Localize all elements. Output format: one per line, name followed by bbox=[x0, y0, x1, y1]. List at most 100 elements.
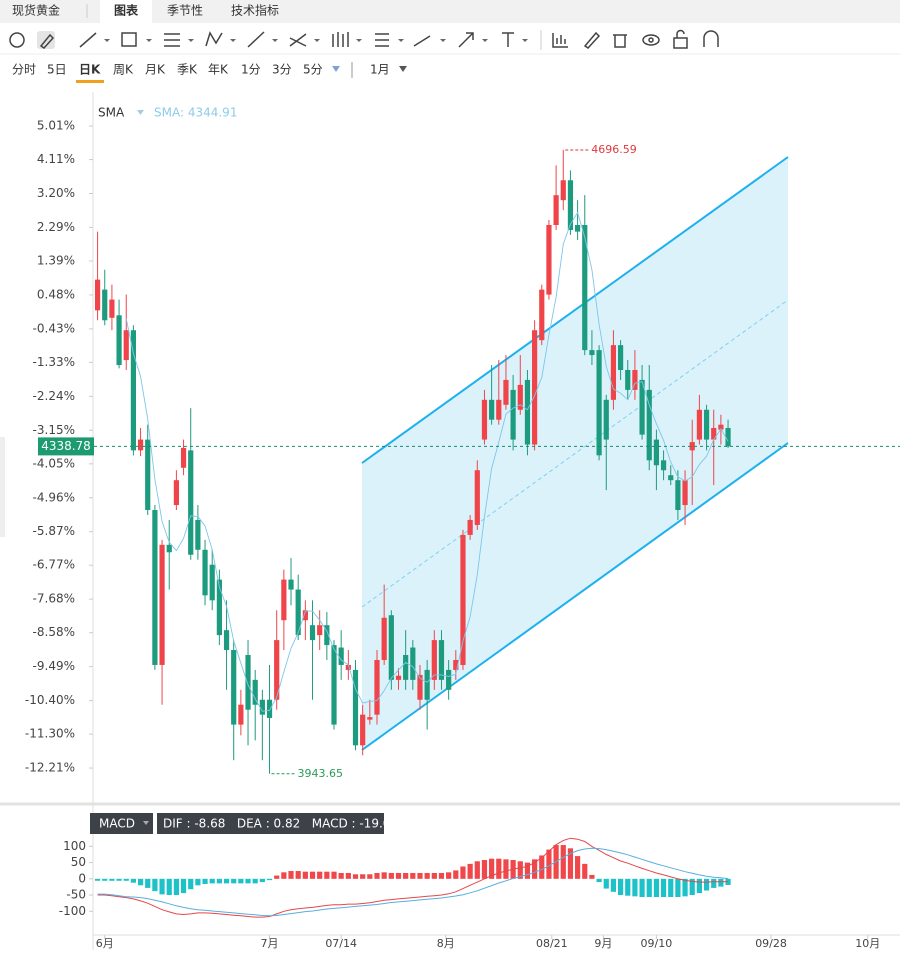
candle-body bbox=[510, 389, 516, 440]
macd-bar bbox=[675, 878, 681, 897]
candle-body bbox=[231, 650, 237, 725]
candle-body bbox=[345, 664, 351, 670]
candle-body bbox=[446, 669, 452, 690]
period-button[interactable]: 3分 bbox=[272, 63, 292, 77]
macd-legend-box bbox=[157, 813, 384, 834]
macd-bar bbox=[345, 872, 351, 879]
period-dropdown[interactable] bbox=[332, 66, 340, 72]
macd-bar bbox=[302, 871, 308, 879]
candle-body bbox=[481, 399, 488, 440]
indicator-dropdown[interactable] bbox=[137, 110, 144, 115]
period-button[interactable]: 5分 bbox=[303, 63, 323, 77]
macd-bar bbox=[381, 872, 387, 879]
macd-bar bbox=[338, 872, 344, 879]
candle-body bbox=[145, 439, 151, 511]
x-tick-label: 08/21 bbox=[536, 937, 568, 950]
macd-bar bbox=[159, 878, 165, 895]
macd-bar bbox=[245, 878, 251, 884]
period-button[interactable]: 分时 bbox=[12, 63, 36, 77]
tab: 现货黄金 bbox=[12, 3, 60, 18]
macd-bar bbox=[374, 872, 380, 879]
period-button[interactable]: 季K bbox=[177, 63, 198, 77]
macd-bar bbox=[188, 878, 194, 890]
candle-body bbox=[625, 369, 631, 390]
candle-body bbox=[453, 659, 459, 670]
candle-body bbox=[596, 350, 602, 456]
macd-bar bbox=[660, 878, 667, 897]
last-price-box bbox=[38, 437, 94, 456]
candle-body bbox=[209, 564, 215, 601]
range-button[interactable]: 1月 bbox=[370, 63, 390, 77]
candle-body bbox=[238, 704, 244, 725]
period-button[interactable]: 月K bbox=[145, 63, 166, 77]
candle-body bbox=[646, 389, 652, 461]
channel-drawing bbox=[361, 156, 789, 751]
candle-body bbox=[309, 625, 316, 641]
candle-body bbox=[718, 424, 724, 430]
x-tick-label: 6月 bbox=[96, 937, 114, 950]
candle-body bbox=[617, 345, 624, 370]
side-handle[interactable] bbox=[0, 437, 5, 537]
macd-bar bbox=[259, 878, 265, 883]
macd-bar bbox=[575, 856, 581, 879]
macd-bar bbox=[145, 878, 151, 888]
drawing-toolbar[interactable] bbox=[9, 29, 719, 50]
period-button[interactable]: 日K bbox=[79, 63, 101, 77]
y-tick-label: 4.11% bbox=[37, 152, 75, 166]
y-tick-label: 1.39% bbox=[37, 253, 75, 267]
y-tick-label: -11.30% bbox=[25, 727, 75, 741]
macd-bar bbox=[137, 878, 144, 886]
candle-body bbox=[410, 647, 416, 680]
indicator-name: SMA bbox=[98, 106, 125, 120]
candle-body bbox=[582, 224, 588, 351]
candle-body bbox=[675, 480, 681, 511]
high-label: 4696.59 bbox=[591, 143, 637, 156]
y-tick-label: -50 bbox=[66, 888, 86, 902]
sma-line bbox=[125, 211, 729, 712]
candle-body bbox=[553, 195, 559, 225]
macd-bar bbox=[410, 872, 416, 879]
period-button[interactable]: 周K bbox=[113, 63, 134, 77]
candle-body bbox=[102, 289, 108, 321]
macd-bar bbox=[331, 871, 337, 879]
macd-bar bbox=[352, 874, 359, 879]
tab[interactable]: 图表 bbox=[114, 3, 139, 18]
macd-bar bbox=[617, 878, 624, 896]
tab[interactable]: 技术指标 bbox=[231, 3, 279, 18]
period-button[interactable]: 1分 bbox=[241, 63, 261, 77]
candle-body bbox=[152, 510, 158, 665]
period-button[interactable]: 5日 bbox=[47, 63, 67, 77]
macd-bar bbox=[689, 878, 695, 896]
y-tick-label: -4.96% bbox=[33, 490, 75, 504]
period-button[interactable]: 年K bbox=[208, 63, 229, 77]
y-tick-label: 3.20% bbox=[37, 186, 75, 200]
candle-body bbox=[288, 579, 294, 590]
macd-bar bbox=[696, 878, 702, 894]
macd-bar bbox=[703, 878, 710, 891]
y-tick-label: 50 bbox=[71, 855, 86, 869]
macd-label-box[interactable] bbox=[90, 813, 153, 834]
x-tick-label: 09/10 bbox=[641, 937, 673, 950]
candle-body bbox=[546, 224, 552, 295]
candle-body bbox=[173, 480, 179, 506]
range-dropdown[interactable] bbox=[399, 66, 407, 72]
macd-dropdown[interactable] bbox=[143, 821, 149, 825]
macd-bar bbox=[166, 878, 172, 896]
candle-body bbox=[216, 579, 222, 636]
candle-body bbox=[195, 519, 201, 550]
candle-body bbox=[496, 399, 502, 420]
candle-body bbox=[539, 289, 545, 341]
macd-bar bbox=[567, 848, 574, 879]
candle-body bbox=[474, 470, 480, 525]
y-tick-label: -12.21% bbox=[25, 761, 75, 775]
x-tick-label: 9月 bbox=[594, 937, 612, 950]
candle-body bbox=[109, 299, 115, 318]
candle-body bbox=[159, 544, 165, 665]
dropdown-arrows bbox=[104, 39, 528, 42]
macd-bar bbox=[195, 878, 201, 886]
macd-bar bbox=[152, 878, 158, 892]
candle-body bbox=[560, 180, 566, 201]
tab[interactable]: 季节性 bbox=[167, 4, 203, 18]
macd-bar bbox=[324, 871, 330, 879]
candle-body bbox=[532, 330, 538, 445]
